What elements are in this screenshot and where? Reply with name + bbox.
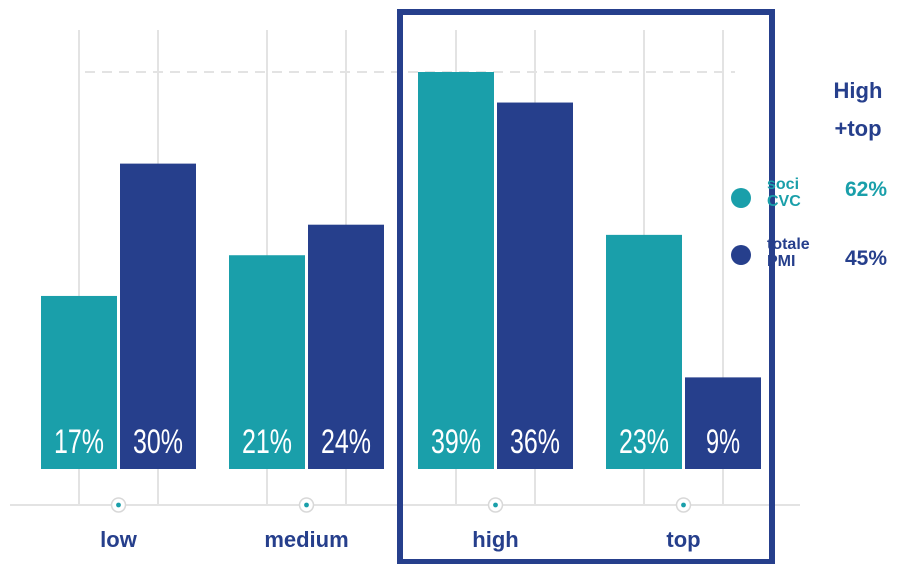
- x-tick-dot: [116, 502, 121, 508]
- legend-label-line-2: PMI: [767, 253, 795, 270]
- legend-label-line-1: soci: [767, 176, 799, 193]
- data-label-totale-pmi-medium: 24%: [321, 423, 371, 461]
- x-tick-label-low: low: [100, 527, 138, 552]
- data-label-soci-cvc-low: 17%: [54, 423, 104, 461]
- data-label-totale-pmi-high: 36%: [510, 423, 560, 461]
- legend-label-line-1: totale: [767, 236, 810, 253]
- legend-swatch-soci-cvc: [731, 188, 751, 208]
- x-tick-dot: [681, 502, 686, 508]
- x-tick-label-top: top: [666, 527, 700, 552]
- bar-soci-cvc-high: [418, 72, 494, 469]
- legend-value-totale-pmi: 45%: [845, 247, 887, 270]
- bar-totale-pmi-high: [497, 102, 573, 470]
- legend-swatch-totale-pmi: [731, 245, 751, 265]
- data-labels-layer: 17% 21% 39% 23% 30% 24% 36% 9%: [54, 423, 740, 461]
- legend-item-soci-cvc: soci CVC 62%: [731, 176, 887, 210]
- bar-soci-cvc-medium: [229, 255, 305, 469]
- side-panel: High +top soci CVC 62% totale PMI 45%: [731, 78, 887, 270]
- bar-soci-cvc-low: [41, 295, 117, 469]
- x-tick-label-medium: medium: [264, 527, 348, 552]
- legend-item-totale-pmi: totale PMI 45%: [731, 236, 887, 270]
- data-label-totale-pmi-low: 30%: [133, 423, 183, 461]
- data-label-soci-cvc-top: 23%: [619, 423, 669, 461]
- legend-label-line-2: CVC: [767, 193, 801, 210]
- x-tick-dot: [304, 502, 309, 508]
- data-label-soci-cvc-medium: 21%: [242, 423, 292, 461]
- bar-totale-pmi-low: [120, 163, 196, 469]
- legend-value-soci-cvc: 62%: [845, 178, 887, 201]
- bar-soci-cvc-top: [606, 234, 682, 469]
- bar-totale-pmi-medium: [308, 224, 384, 469]
- x-tick-label-high: high: [472, 527, 518, 552]
- highlight-frame: [397, 9, 775, 564]
- bars-layer: [41, 72, 761, 470]
- side-title-line-2: +top: [834, 116, 881, 141]
- side-title-line-1: High: [834, 78, 883, 103]
- data-label-soci-cvc-high: 39%: [431, 423, 481, 461]
- x-axis: low medium high top: [10, 497, 800, 552]
- x-tick-dot: [493, 502, 498, 508]
- data-label-totale-pmi-top: 9%: [706, 423, 740, 461]
- bar-totale-pmi-top: [685, 377, 761, 469]
